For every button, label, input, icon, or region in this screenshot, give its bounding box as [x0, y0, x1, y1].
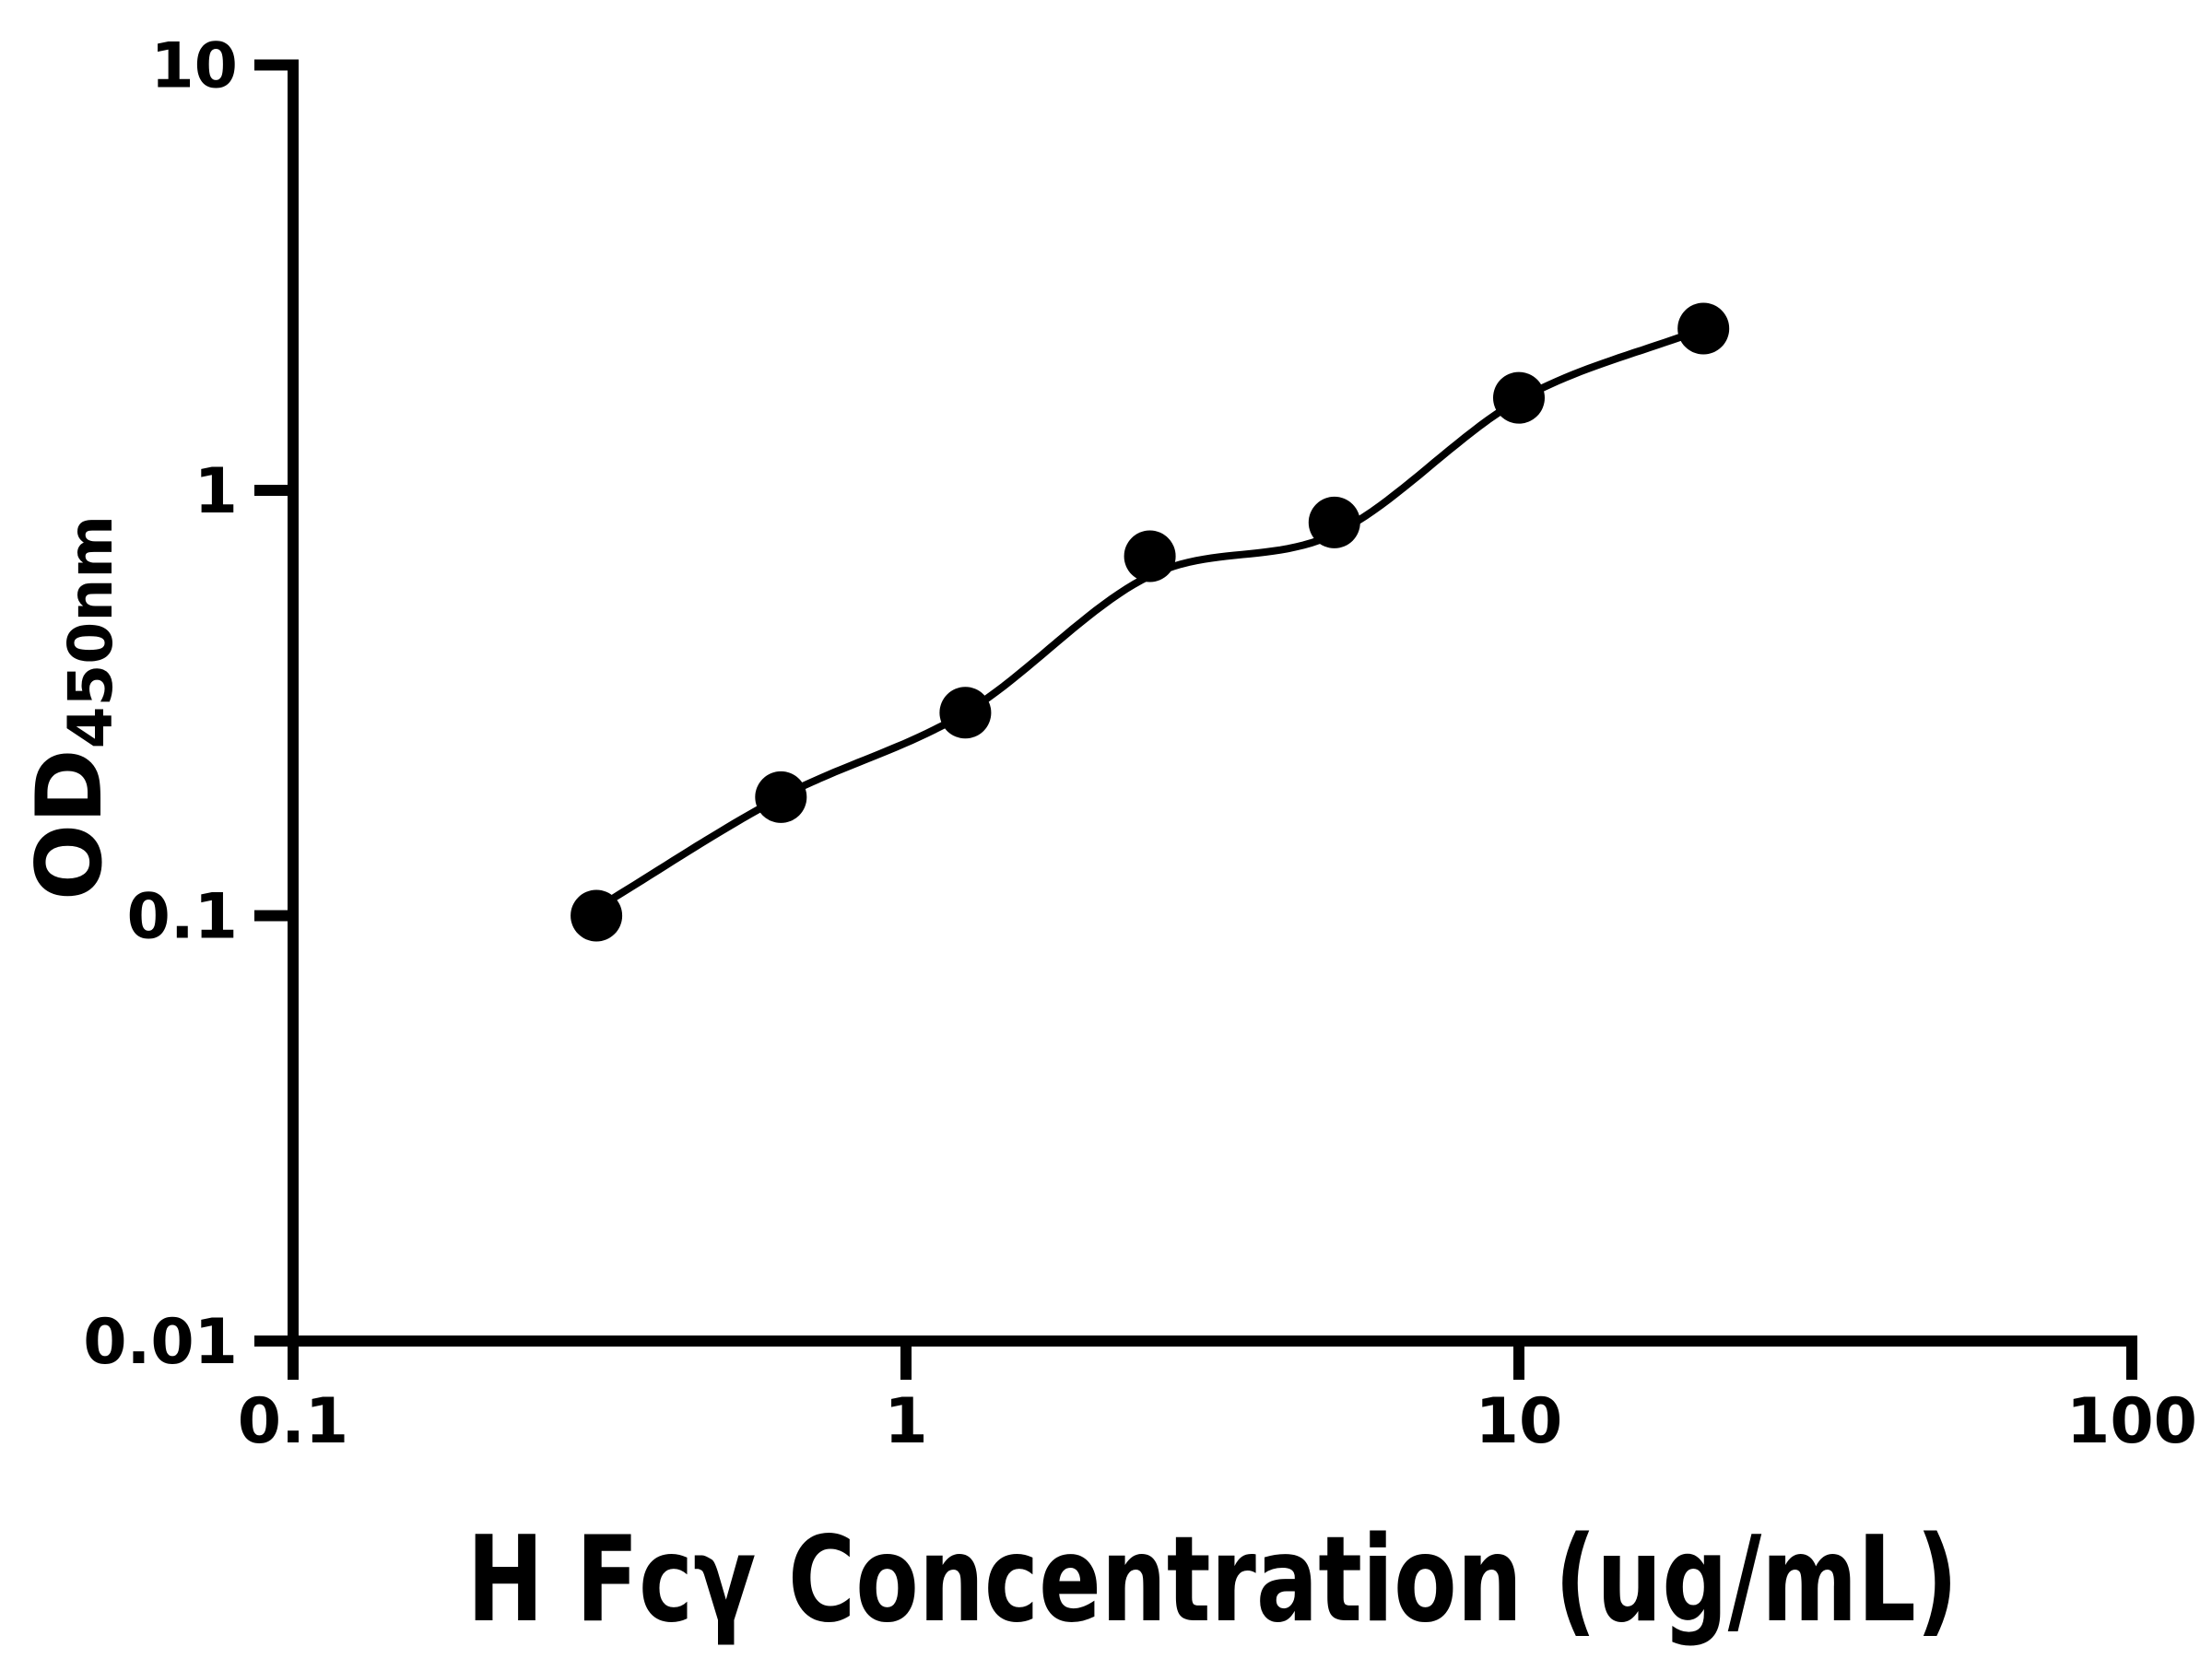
data-point: [755, 771, 807, 823]
x-tick-label: 100: [2066, 1385, 2197, 1458]
y-axis-title-main: OD: [18, 748, 123, 901]
data-point: [1677, 302, 1730, 355]
data-point: [571, 889, 623, 942]
data-point: [1308, 496, 1360, 548]
x-tick-label: 1: [884, 1385, 927, 1458]
data-point: [939, 687, 992, 739]
y-tick-label: 1: [194, 455, 238, 528]
y-tick-label: 0.01: [83, 1306, 238, 1379]
x-tick-label: 10: [1476, 1385, 1563, 1458]
data-point: [1493, 371, 1545, 424]
y-axis-title-subscript: 450nm: [55, 514, 126, 749]
data-point: [1124, 530, 1176, 582]
y-axis-title: OD 450nm: [18, 515, 126, 901]
x-axis-title: H Fcγ Concentration (ug/mL): [466, 1512, 1959, 1649]
y-tick-label: 0.1: [127, 881, 238, 954]
y-tick-label: 10: [150, 30, 238, 103]
x-tick-label: 0.1: [238, 1385, 348, 1458]
